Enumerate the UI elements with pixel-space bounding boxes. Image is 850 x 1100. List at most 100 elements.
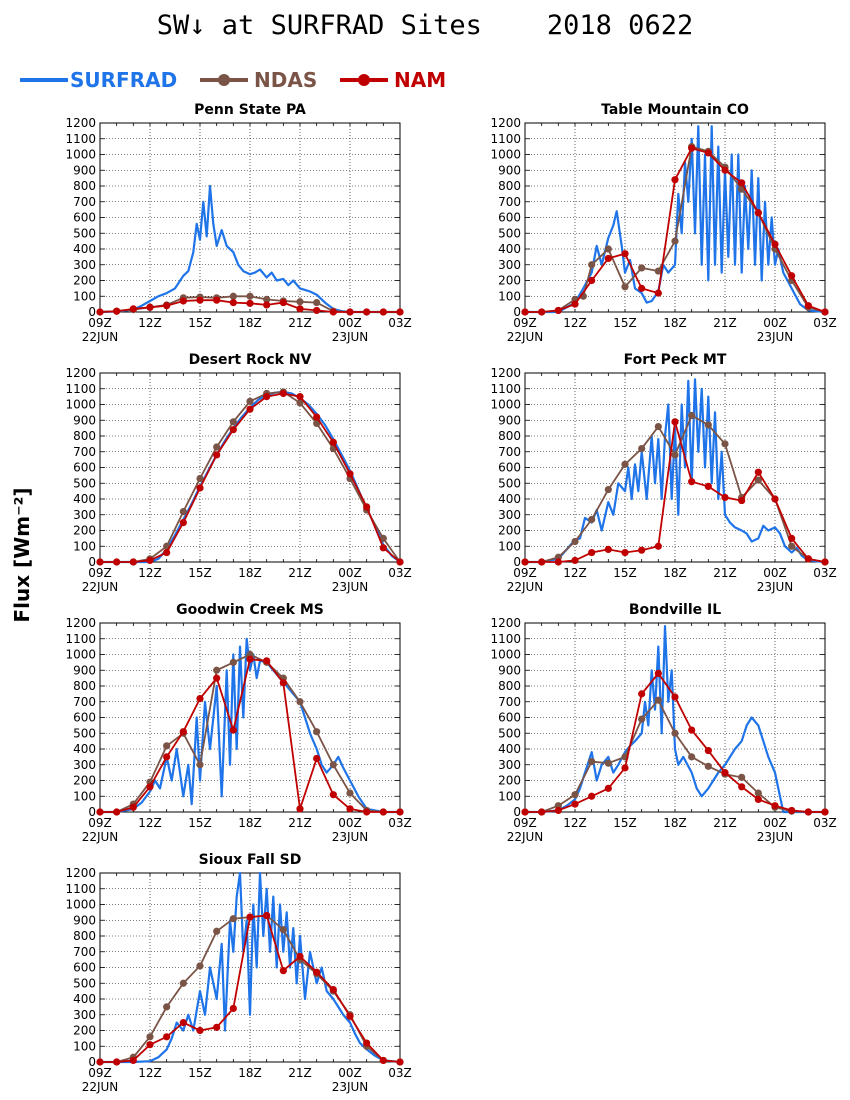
y-tick-label: 1000 [490,148,521,162]
nam-point [113,558,121,566]
y-tick-label: 400 [73,742,96,756]
ndas-point [279,926,287,934]
x-tick-label: 12Z [138,816,162,830]
nam-point [804,808,812,816]
ndas-point [588,515,596,524]
nam-point [313,754,321,763]
y-tick-label: 500 [73,726,96,740]
ndas-point [229,418,237,426]
nam-point [588,548,596,557]
chart-panel: Desert Rock NV01002003004005006007008009… [65,352,411,594]
y-tick-label: 1200 [65,116,96,130]
nam-point [163,302,171,310]
nam-point [821,808,829,816]
nam-point [179,519,187,527]
y-tick-label: 200 [73,774,96,788]
y-tick-label: 700 [498,695,521,709]
ndas-point [213,443,221,451]
nam-point [96,808,104,816]
nam-point [196,695,204,703]
nam-point [721,166,729,174]
x-tick-label: 18Z [663,816,687,830]
ndas-point [604,485,612,494]
x-date-label: 22JUN [82,330,119,344]
y-tick-label: 400 [498,742,521,756]
x-tick-label: 15Z [613,316,637,330]
nam-point [671,418,679,426]
ndas-point [179,979,187,987]
x-tick-label: 03Z [813,316,837,330]
nam-point [604,545,612,554]
x-date-label: 23JUN [332,830,369,844]
legend-label-surfrad: SURFRAD [70,68,178,92]
nam-point [638,546,646,554]
legend-label-nam: NAM [394,68,447,92]
x-date-label: 23JUN [332,1080,369,1094]
y-tick-label: 200 [73,1024,96,1038]
x-tick-label: 00Z [763,316,787,330]
y-tick-label: 800 [73,429,96,443]
nam-point [179,728,187,736]
plot-frame [99,122,401,313]
plot-frame [99,622,401,813]
nam-point [263,301,271,309]
nam-point [521,308,529,316]
plot-frame [524,372,826,563]
ndas-point [346,789,354,797]
y-tick-label: 600 [498,711,521,725]
series-surfrad [100,871,401,1064]
nam-point [621,764,629,772]
nam-point [346,308,354,316]
nam-point [129,803,137,811]
ndas-point [571,537,579,546]
y-tick-label: 600 [73,711,96,725]
y-tick-label: 0 [88,555,96,569]
ndas-point [738,773,746,781]
ndas-point [229,915,237,923]
chart-panel: Goodwin Creek MS010020030040050060070080… [65,602,411,844]
nam-point [738,783,746,791]
nam-point [346,470,354,478]
nam-point [571,300,579,308]
x-tick-label: 12Z [563,316,587,330]
x-tick-label: 21Z [288,816,312,830]
ndas-point [296,399,304,407]
x-tick-label: 18Z [238,816,262,830]
ndas-point [704,421,712,429]
nam-point [346,1012,354,1020]
y-tick-label: 400 [498,242,521,256]
nam-point [296,393,304,401]
x-date-label: 22JUN [507,830,544,844]
ndas-point [638,264,646,272]
x-tick-label: 21Z [288,566,312,580]
ndas-point [246,397,254,405]
nam-point [279,389,287,398]
x-tick-label: 12Z [138,566,162,580]
chart-title: Goodwin Creek MS [176,602,324,618]
x-date-label: 23JUN [757,330,794,344]
nam-point [771,802,779,810]
nam-point [821,558,829,566]
nam-point [654,289,662,297]
y-tick-label: 100 [498,789,521,803]
series-surfrad [100,390,401,564]
nam-point [179,297,187,305]
y-tick-label: 1100 [490,132,521,146]
x-tick-label: 03Z [388,566,412,580]
ndas-point [671,451,679,459]
ndas-point [163,1003,171,1011]
y-tick-label: 800 [498,429,521,443]
x-tick-label: 09Z [88,816,112,830]
nam-point [96,308,104,316]
nam-point [788,534,796,542]
nam-point [604,254,612,263]
nam-point [754,795,762,804]
nam-point [396,1058,404,1066]
y-tick-label: 1200 [490,616,521,630]
y-tick-label: 600 [73,211,96,225]
nam-point [196,296,204,304]
nam-point [721,493,729,502]
ndas-point [246,292,254,300]
nam-point [721,769,729,777]
nam-point [113,808,121,816]
